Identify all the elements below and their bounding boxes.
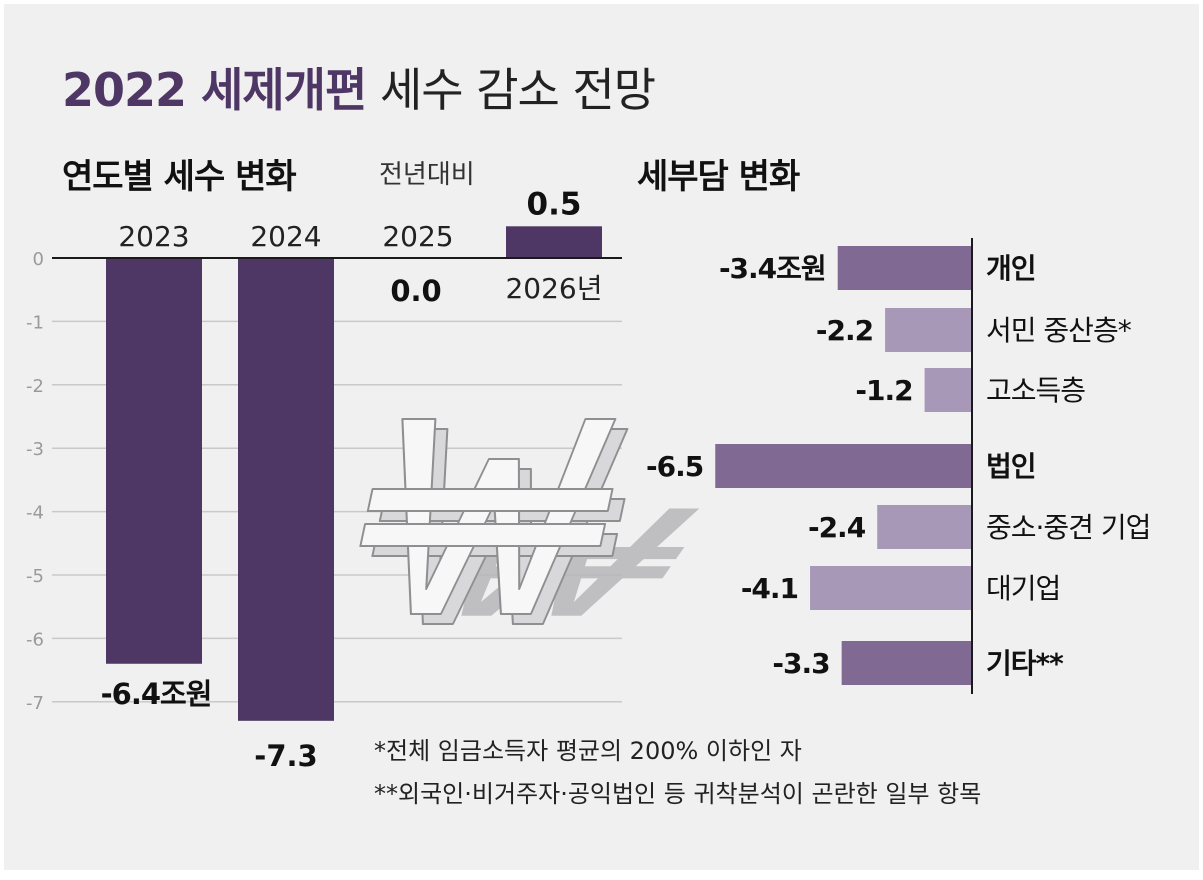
value-label: -6.5 bbox=[646, 450, 703, 483]
bar bbox=[925, 368, 972, 412]
subcategory-label: 중소·중견 기업 bbox=[986, 511, 1150, 544]
subcategory-label: 고소득층 bbox=[986, 374, 1085, 407]
bar bbox=[838, 246, 972, 290]
category-label: 개인 bbox=[986, 252, 1036, 285]
footnote-2: **외국인·비거주자·공익법인 등 귀착분석이 곤란한 일부 항목 bbox=[374, 774, 981, 809]
value-label: -2.4 bbox=[808, 511, 866, 544]
bar bbox=[715, 444, 972, 488]
value-label: -3.3 bbox=[772, 647, 829, 680]
bar bbox=[842, 641, 972, 685]
value-label: -4.1 bbox=[741, 572, 798, 605]
bar bbox=[810, 566, 972, 610]
value-label: -3.4조원 bbox=[719, 252, 826, 285]
bar bbox=[885, 308, 972, 352]
value-label: -1.2 bbox=[855, 374, 912, 407]
subcategory-label: 대기업 bbox=[986, 572, 1060, 605]
category-label: 법인 bbox=[986, 450, 1036, 483]
footnote-1: *전체 임금소득자 평균의 200% 이하인 자 bbox=[374, 731, 802, 766]
bar bbox=[877, 505, 972, 549]
infographic: 2022 세제개편 세수 감소 전망 연도별 세수 변화 전년대비 세부담 변화… bbox=[4, 4, 1199, 870]
subcategory-label: 서민 중산층* bbox=[986, 314, 1132, 347]
category-label: 기타** bbox=[986, 647, 1064, 680]
value-label: -2.2 bbox=[816, 314, 873, 347]
